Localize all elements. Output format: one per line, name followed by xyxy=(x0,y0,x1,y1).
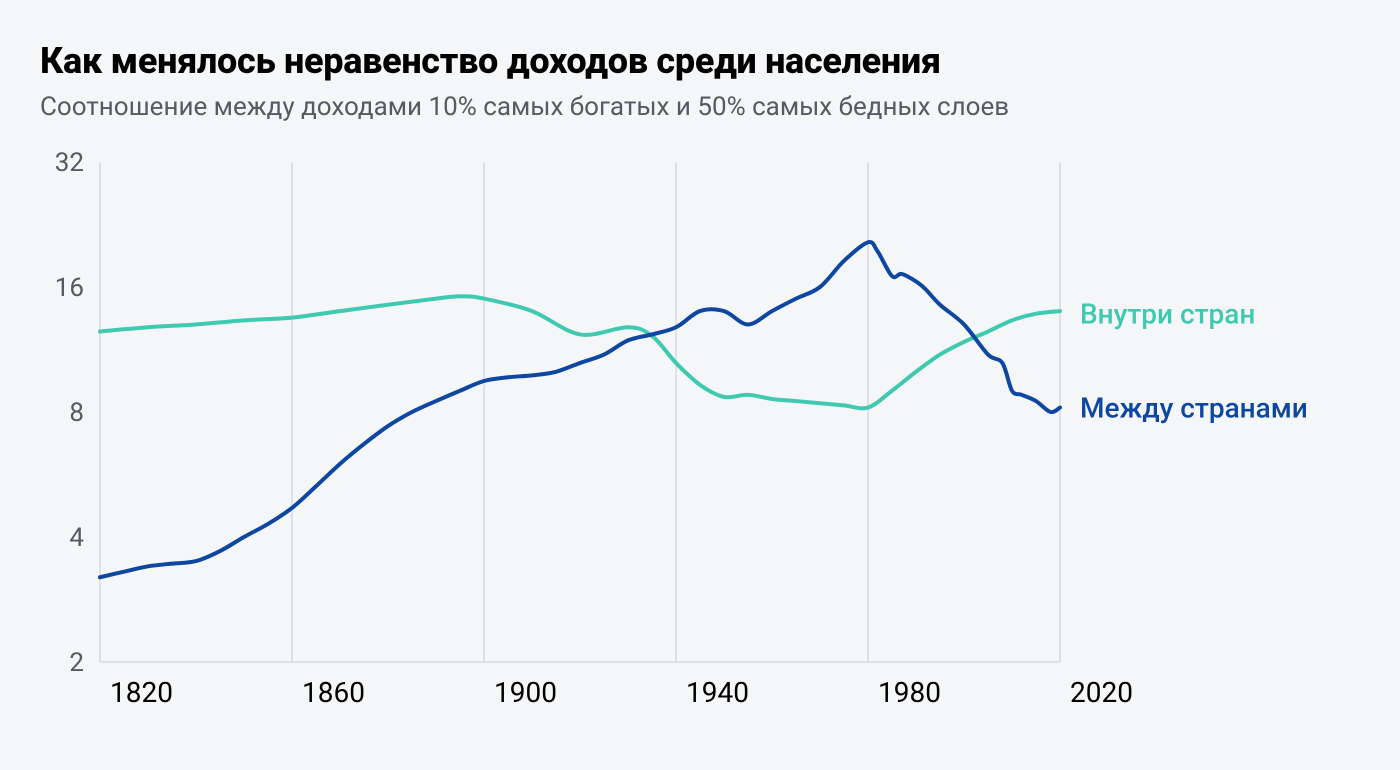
x-tick-label: 1820 xyxy=(110,676,173,709)
y-tick-label: 2 xyxy=(69,648,84,678)
series-between xyxy=(100,242,1060,577)
x-tick-label: 2020 xyxy=(1070,676,1133,709)
x-tick-label: 1860 xyxy=(302,676,365,709)
chart-subtitle: Соотношение между доходами 10% самых бог… xyxy=(40,92,1360,122)
series-within xyxy=(100,296,1060,408)
x-tick-label: 1900 xyxy=(494,676,557,709)
y-tick-label: 32 xyxy=(55,148,84,178)
y-tick-label: 16 xyxy=(55,273,84,303)
chart-title: Как менялось неравенство доходов среди н… xyxy=(40,40,1360,82)
line-chart: 2 4 8 16 32 1820 1860 1900 1940 1980 2020 Внутри ст… xyxy=(40,142,1360,722)
x-tick-label: 1980 xyxy=(878,676,941,709)
chart-container: 2 4 8 16 32 1820 1860 1900 1940 1980 2020 Внутри ст… xyxy=(40,142,1360,722)
y-tick-label: 8 xyxy=(69,398,84,428)
series-label-between: Между странами xyxy=(1080,392,1308,425)
series-label-within: Внутри стран xyxy=(1080,298,1255,331)
chart-card: Как менялось неравенство доходов среди н… xyxy=(0,0,1400,770)
y-tick-label: 4 xyxy=(69,523,84,553)
x-tick-label: 1940 xyxy=(686,676,749,709)
